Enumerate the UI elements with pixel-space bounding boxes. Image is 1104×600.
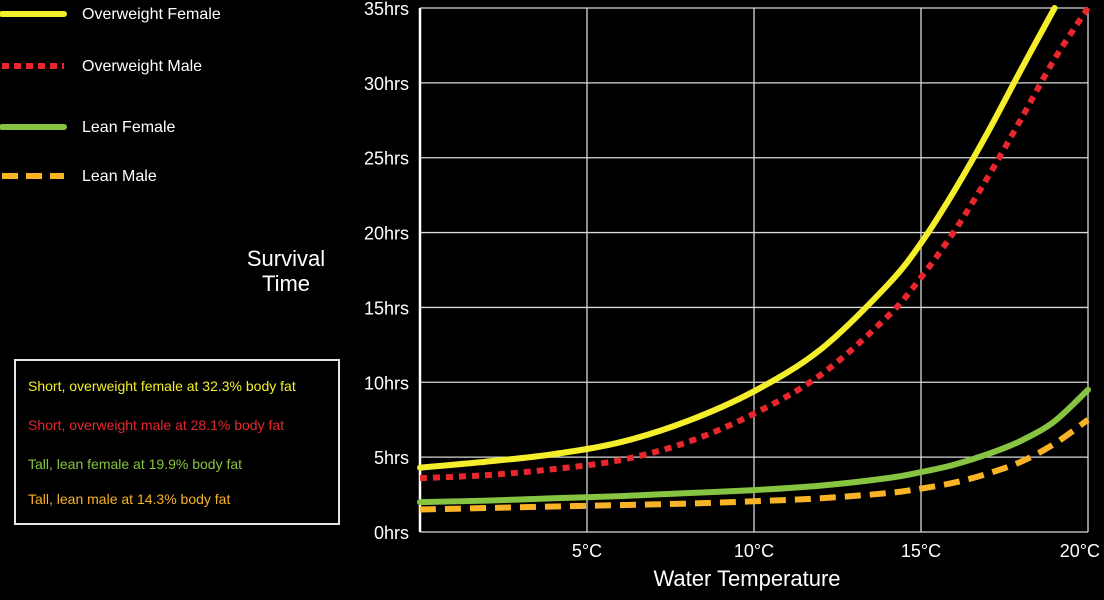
x-tick-label: 20°C bbox=[1060, 541, 1100, 561]
y-tick-label: 15hrs bbox=[364, 298, 409, 318]
legend-swatch-lean-male bbox=[2, 173, 64, 179]
legend-item-overweight-female: Overweight Female bbox=[0, 4, 330, 28]
x-axis-label: Water Temperature bbox=[653, 566, 841, 591]
series-line-lean-female bbox=[417, 386, 1091, 506]
description-box: Short, overweight female at 32.3% body f… bbox=[14, 359, 340, 525]
description-overweight-male: Short, overweight male at 28.1% body fat bbox=[28, 417, 285, 433]
legend-item-lean-female: Lean Female bbox=[0, 117, 330, 141]
x-tick-label: 10°C bbox=[734, 541, 774, 561]
description-lean-male: Tall, lean male at 14.3% body fat bbox=[28, 491, 231, 507]
legend-label: Lean Female bbox=[82, 119, 176, 136]
legend-label: Lean Male bbox=[82, 168, 157, 185]
x-tick-label: 15°C bbox=[901, 541, 941, 561]
legend-item-overweight-male: Overweight Male bbox=[0, 56, 330, 80]
series-line-lean-male bbox=[419, 417, 1090, 513]
legend-label: Overweight Male bbox=[82, 58, 203, 75]
y-tick-label: 35hrs bbox=[364, 0, 409, 19]
legend-swatch-overweight-male bbox=[2, 63, 64, 69]
legend-swatch-overweight-female bbox=[0, 11, 67, 17]
grid bbox=[418, 7, 1089, 533]
legend-swatch-lean-female bbox=[0, 124, 67, 130]
y-tick-label: 30hrs bbox=[364, 74, 409, 94]
y-axis-label: Survival Time bbox=[246, 246, 326, 296]
y-tick-label: 25hrs bbox=[364, 149, 409, 169]
x-tick-labels: 5°C 10°C 15°C 20°C bbox=[572, 541, 1100, 561]
y-tick-label: 10hrs bbox=[364, 373, 409, 393]
description-overweight-female: Short, overweight female at 32.3% body f… bbox=[28, 378, 296, 394]
y-tick-label: 5hrs bbox=[374, 448, 409, 468]
legend-item-lean-male: Lean Male bbox=[0, 166, 330, 190]
y-tick-label: 0hrs bbox=[374, 523, 409, 543]
x-tick-label: 5°C bbox=[572, 541, 602, 561]
series-line-overweight-female bbox=[417, 5, 1058, 471]
series-line-overweight-male bbox=[419, 6, 1091, 482]
description-lean-female: Tall, lean female at 19.9% body fat bbox=[28, 456, 243, 472]
y-tick-labels: 0hrs 5hrs 10hrs 15hrs 20hrs 25hrs 30hrs 35hrs bbox=[364, 0, 409, 543]
y-tick-label: 20hrs bbox=[364, 224, 409, 244]
legend-label: Overweight Female bbox=[82, 6, 221, 23]
series-lines bbox=[417, 5, 1091, 513]
